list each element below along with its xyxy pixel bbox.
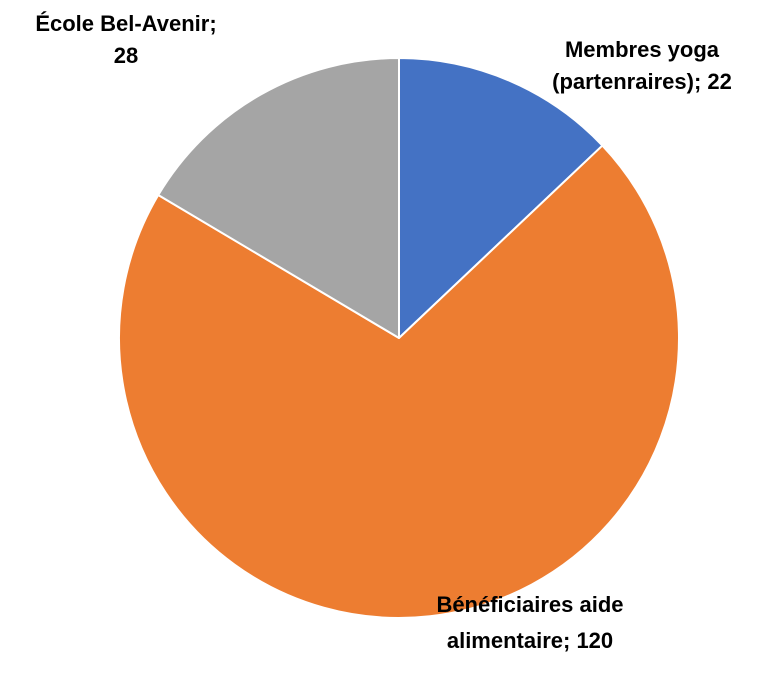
labels-layer: Membres yoga (partenraires); 22 Bénéficiai… <box>35 11 732 653</box>
data-label-line: alimentaire; 120 <box>447 628 613 653</box>
data-label-membres-yoga: Membres yoga (partenraires); 22 <box>552 37 732 94</box>
pie-slice-ecole-bel-avenir <box>157 57 400 339</box>
pie-slice-membres-yoga <box>398 57 604 339</box>
data-label-line: (partenraires); 22 <box>552 69 732 94</box>
data-label-ecole-bel-avenir: École Bel-Avenir; 28 <box>35 11 216 68</box>
slices-layer <box>118 57 680 619</box>
data-label-line: Membres yoga <box>565 37 720 62</box>
data-label-line: 28 <box>114 43 138 68</box>
pie-slice-beneficiaires-aide <box>118 144 680 619</box>
data-label-line: Bénéficiaires aide <box>436 592 623 617</box>
data-label-line: École Bel-Avenir; <box>35 11 216 36</box>
data-label-beneficiaires-aide: Bénéficiaires aide alimentaire; 120 <box>436 592 623 653</box>
